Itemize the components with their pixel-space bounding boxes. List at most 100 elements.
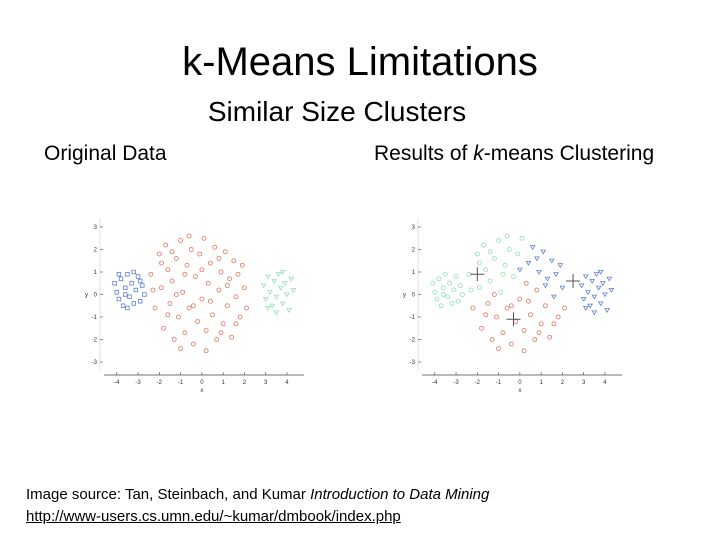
- data-point: [133, 287, 139, 293]
- y-tick-label: -3: [410, 360, 416, 366]
- data-point: [470, 305, 476, 311]
- data-point: [186, 233, 192, 239]
- data-point: [286, 308, 293, 314]
- data-point: [516, 267, 523, 273]
- data-point: [273, 310, 280, 316]
- data-point: [597, 301, 604, 307]
- kmeans-label-k: k: [473, 142, 484, 165]
- y-tick-label: -3: [92, 360, 98, 366]
- y-tick-label: 3: [94, 225, 98, 231]
- data-point: [112, 281, 117, 286]
- x-tick-label: -3: [135, 380, 141, 386]
- data-point: [142, 292, 147, 297]
- data-point: [216, 256, 222, 261]
- data-point: [506, 247, 512, 252]
- data-point: [457, 283, 463, 288]
- data-point: [148, 271, 154, 277]
- data-point: [165, 312, 171, 318]
- data-point: [508, 341, 514, 347]
- data-point: [205, 280, 211, 286]
- data-point: [125, 272, 130, 277]
- data-point: [239, 262, 245, 268]
- x-tick-label: 3: [582, 380, 586, 386]
- x-tick-label: 2: [561, 380, 565, 386]
- data-point: [207, 260, 213, 266]
- data-point: [284, 292, 290, 298]
- data-point: [436, 276, 442, 282]
- data-point: [511, 274, 516, 279]
- data-point: [197, 251, 203, 257]
- data-point: [460, 292, 465, 297]
- data-point: [269, 303, 275, 309]
- y-tick-label: 2: [412, 248, 416, 254]
- data-point: [216, 287, 222, 293]
- data-point: [182, 271, 188, 277]
- data-point: [161, 325, 166, 331]
- data-point: [131, 301, 136, 306]
- data-point: [487, 278, 493, 284]
- data-point: [125, 305, 130, 311]
- data-point: [264, 306, 271, 311]
- data-point: [521, 328, 527, 333]
- data-point: [207, 298, 213, 304]
- kmeans-label-prefix: Results of: [374, 142, 474, 165]
- data-point: [214, 337, 220, 342]
- data-point: [123, 292, 128, 297]
- data-point: [513, 319, 519, 324]
- data-point: [267, 290, 273, 296]
- y-axis-label: y: [403, 293, 406, 299]
- data-point: [281, 281, 288, 287]
- data-point: [275, 272, 282, 278]
- slide-subtitle: Similar Size Clusters: [207, 96, 467, 127]
- data-point: [491, 256, 497, 261]
- data-point: [193, 274, 198, 279]
- x-tick-label: -4: [114, 380, 120, 386]
- data-point: [602, 292, 608, 298]
- data-point: [199, 267, 205, 273]
- x-tick-label: 1: [221, 380, 225, 386]
- data-point: [589, 279, 596, 284]
- y-axis-label: y: [85, 293, 88, 299]
- data-point: [156, 251, 162, 257]
- data-point: [114, 290, 119, 295]
- data-point: [279, 301, 286, 307]
- caption-line-1: Image source: Tan, Steinbach, and Kumar …: [26, 484, 489, 506]
- data-point: [237, 314, 243, 320]
- data-point: [532, 337, 538, 342]
- kmeans-label-suffix: -means Clustering: [483, 142, 655, 165]
- data-point: [500, 271, 506, 277]
- data-point: [203, 348, 209, 354]
- data-point: [447, 280, 453, 286]
- data-point: [525, 261, 532, 266]
- data-point: [451, 287, 457, 293]
- y-tick-label: 1: [412, 270, 416, 276]
- data-point: [178, 238, 183, 243]
- kmeans-results-label: Results of k-means Clustering: [374, 142, 654, 166]
- data-point: [477, 260, 482, 266]
- data-point: [557, 263, 564, 269]
- data-point: [140, 283, 145, 288]
- data-point: [438, 303, 444, 309]
- data-point: [597, 270, 604, 275]
- data-point: [591, 294, 598, 300]
- x-tick-label: 2: [243, 380, 247, 386]
- data-point: [165, 267, 171, 273]
- data-point: [432, 289, 438, 295]
- data-point: [235, 271, 241, 277]
- data-point: [129, 281, 134, 286]
- x-tick-label: 4: [285, 380, 289, 386]
- data-point: [116, 296, 122, 302]
- data-point: [494, 314, 499, 320]
- data-point: [199, 296, 205, 302]
- y-tick-label: -1: [410, 315, 416, 321]
- data-point: [201, 235, 207, 241]
- data-point: [542, 283, 549, 289]
- data-point: [529, 245, 536, 251]
- data-point: [225, 303, 230, 309]
- slide-title: k-Means Limitations: [182, 40, 538, 84]
- data-point: [533, 256, 540, 262]
- data-point: [449, 301, 455, 306]
- data-point: [195, 319, 201, 324]
- data-point: [150, 287, 156, 293]
- source-link[interactable]: http://www-users.cs.umn.edu/~kumar/dmboo…: [26, 508, 401, 525]
